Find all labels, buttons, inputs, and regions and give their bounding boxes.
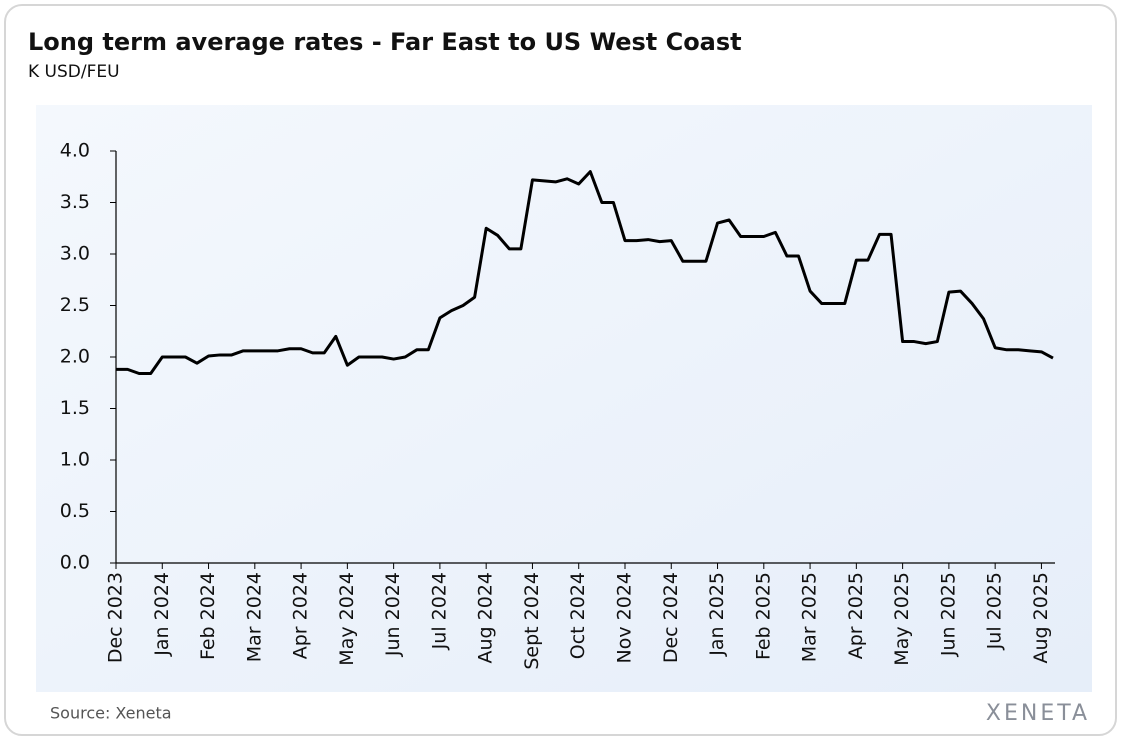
x-tick-label: Aug 2025 xyxy=(1030,572,1052,664)
x-tick-label: Apr 2025 xyxy=(845,572,867,659)
y-tick-label: 2.5 xyxy=(60,294,90,316)
x-tick-label: Sept 2024 xyxy=(521,572,543,670)
source: Source: Xeneta xyxy=(50,704,172,723)
x-tick-label: Feb 2025 xyxy=(752,572,774,660)
x-tick-label: Mar 2025 xyxy=(799,572,821,662)
x-tick-label: Oct 2024 xyxy=(567,572,589,659)
x-tick-label: Dec 2023 xyxy=(105,572,127,663)
y-tick-label: 0.0 xyxy=(60,552,90,574)
y-tick-label: 3.5 xyxy=(60,191,90,213)
y-tick-label: 4.0 xyxy=(60,140,90,162)
x-tick-label: Jul 2025 xyxy=(984,572,1006,650)
logo: XENETA xyxy=(986,701,1090,726)
x-tick-label: Jun 2024 xyxy=(382,572,404,657)
x-tick-label: Jan 2025 xyxy=(706,572,728,657)
chart-subtitle: K USD/FEU xyxy=(28,62,120,82)
x-tick-label: Feb 2024 xyxy=(197,572,219,660)
chart-title: Long term average rates - Far East to US… xyxy=(28,28,742,56)
x-tick-label: May 2025 xyxy=(891,572,913,666)
x-tick-label: May 2024 xyxy=(336,572,358,666)
x-tick-label: Aug 2024 xyxy=(475,572,497,664)
x-tick-label: Jul 2024 xyxy=(428,572,450,650)
x-tick-label: Apr 2024 xyxy=(290,572,312,659)
y-tick-label: 2.0 xyxy=(60,346,90,368)
series-line xyxy=(116,170,1054,375)
plot-background xyxy=(36,105,1092,692)
x-tick-label: Nov 2024 xyxy=(613,572,635,663)
y-tick-label: 1.0 xyxy=(60,449,90,471)
x-tick-label: Jan 2024 xyxy=(151,572,173,657)
y-tick-label: 1.5 xyxy=(60,397,90,419)
x-tick-label: Jun 2025 xyxy=(937,572,959,657)
x-tick-label: Dec 2024 xyxy=(660,572,682,663)
x-tick-label: Mar 2024 xyxy=(243,572,265,662)
y-tick-label: 3.0 xyxy=(60,243,90,265)
y-tick-label: 0.5 xyxy=(60,500,90,522)
